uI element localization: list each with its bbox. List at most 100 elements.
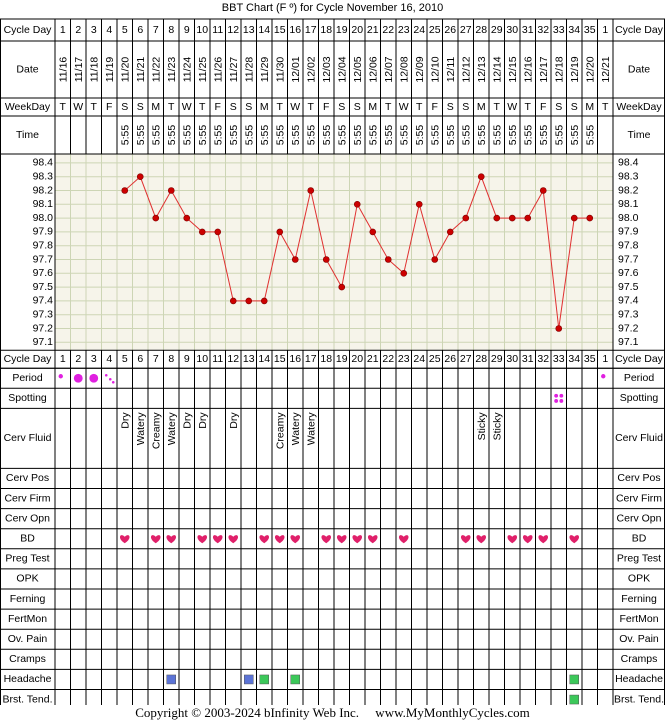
spotting-dot	[559, 393, 564, 398]
cycle-day-label: 14	[258, 353, 270, 365]
weekday-label: S	[121, 101, 128, 113]
symptom-square	[569, 694, 579, 705]
spotting-dot	[554, 399, 559, 403]
cycle-day-label: 22	[382, 353, 394, 365]
period-dot	[111, 380, 115, 384]
row-label-right: Date	[628, 63, 650, 75]
y-tick-label: 97.4	[33, 295, 54, 307]
row-label-left: WeekDay	[5, 101, 51, 113]
cycle-day-label: 10	[196, 24, 208, 36]
y-tick-label: 97.6	[33, 267, 54, 279]
cycle-day-label: 29	[491, 353, 503, 365]
temp-point	[183, 214, 191, 222]
cycle-day-label: 24	[413, 353, 425, 365]
y-tick-label: 97.1	[618, 336, 639, 348]
cycle-day-label: 20	[351, 24, 363, 36]
time-label: 5:55	[538, 125, 550, 146]
temp-point	[214, 228, 222, 236]
cycle-day-label: 16	[289, 24, 301, 36]
date-label: 11/28	[244, 57, 256, 83]
temp-point	[555, 325, 563, 332]
cycle-day-label: 20	[351, 353, 363, 365]
cervical-fluid-label: Dry	[182, 412, 194, 429]
cycle-day-label: 26	[444, 353, 456, 365]
temp-point	[524, 214, 532, 222]
bd-heart	[212, 535, 223, 544]
temp-line-segment	[341, 204, 358, 288]
cervical-fluid-label: Dry	[228, 412, 240, 429]
row-label-right: Preg Test	[617, 553, 661, 565]
row-label-left: Brst. Tend.	[3, 693, 53, 705]
row-label-right: Time	[628, 129, 651, 141]
row-label-left: Cycle Day	[4, 353, 53, 365]
cycle-day-label: 31	[522, 24, 534, 36]
cycle-day-label: 23	[398, 353, 410, 365]
cycle-day-label: 13	[243, 24, 255, 36]
weekday-label: T	[416, 101, 423, 113]
y-tick-label: 97.8	[618, 239, 639, 251]
y-tick-label: 97.2	[618, 322, 639, 334]
temp-point	[539, 187, 547, 194]
weekday-label: M	[477, 101, 486, 113]
bd-heart	[367, 535, 378, 544]
copyright-footer: Copyright © 2003-2024 bInfinity Web Inc.…	[135, 705, 530, 720]
date-label: 11/18	[89, 57, 101, 83]
cycle-day-label: 6	[137, 353, 143, 365]
weekday-label: T	[199, 101, 206, 113]
bd-heart	[476, 535, 487, 544]
temp-line-segment	[310, 190, 327, 260]
bd-heart	[290, 535, 301, 544]
date-label: 12/05	[352, 56, 364, 82]
cycle-day-label: 29	[491, 24, 503, 36]
cycle-day-label: 1	[60, 24, 66, 36]
cycle-day-label: 13	[243, 353, 255, 365]
time-label: 5:55	[166, 125, 178, 146]
row-label-left: Headache	[4, 673, 52, 685]
temp-point	[338, 283, 346, 291]
cycle-day-label: 30	[506, 24, 518, 36]
weekday-label: F	[323, 101, 329, 113]
cycle-day-label: 4	[106, 353, 112, 365]
cycle-day-label: 11	[212, 24, 223, 36]
time-label: 5:55	[399, 125, 411, 146]
date-label: 12/18	[554, 56, 566, 82]
row-label-right: BD	[632, 533, 647, 545]
row-label-right: Cerv Firm	[616, 492, 662, 504]
date-label: 12/12	[461, 56, 473, 82]
period-dot	[601, 374, 606, 379]
temp-point	[415, 201, 423, 208]
cervical-fluid-label: Creamy	[275, 412, 287, 450]
weekday-label: T	[168, 101, 175, 113]
temp-point	[493, 214, 501, 222]
cycle-day-label: 2	[75, 24, 81, 36]
weekday-label: W	[73, 101, 83, 113]
y-tick-label: 97.5	[33, 281, 54, 293]
bd-heart	[352, 535, 363, 544]
temp-point	[477, 173, 485, 180]
temp-line-segment	[325, 259, 343, 288]
y-tick-label: 97.6	[618, 267, 639, 279]
y-tick-label: 97.9	[618, 226, 639, 238]
weekday-label: S	[447, 101, 454, 113]
cervical-fluid-label: Creamy	[151, 412, 163, 450]
time-label: 5:55	[321, 125, 333, 146]
symptom-square	[569, 674, 579, 685]
date-label: 11/24	[182, 57, 194, 83]
row-label-right: Cerv Opn	[617, 512, 662, 524]
cycle-day-label: 27	[460, 353, 472, 365]
y-tick-label: 97.9	[33, 226, 54, 238]
weekday-label: S	[571, 101, 578, 113]
cycle-day-label: 35	[584, 353, 596, 365]
cycle-day-label: 17	[305, 24, 317, 36]
temp-point	[260, 297, 268, 305]
row-label-left: FertMon	[8, 613, 47, 625]
temp-point	[291, 256, 299, 263]
cycle-day-label: 21	[367, 353, 379, 365]
row-label-left: Time	[16, 129, 39, 141]
bbt-chart: Cycle Day Cycle Day Date Date WeekDay WeekDay…	[0, 18, 665, 705]
cycle-day-label: 22	[382, 24, 394, 36]
time-label: 5:55	[197, 125, 209, 146]
bd-heart	[119, 535, 130, 544]
cycle-day-label: 32	[537, 24, 549, 36]
row-label-left: Preg Test	[5, 553, 49, 565]
